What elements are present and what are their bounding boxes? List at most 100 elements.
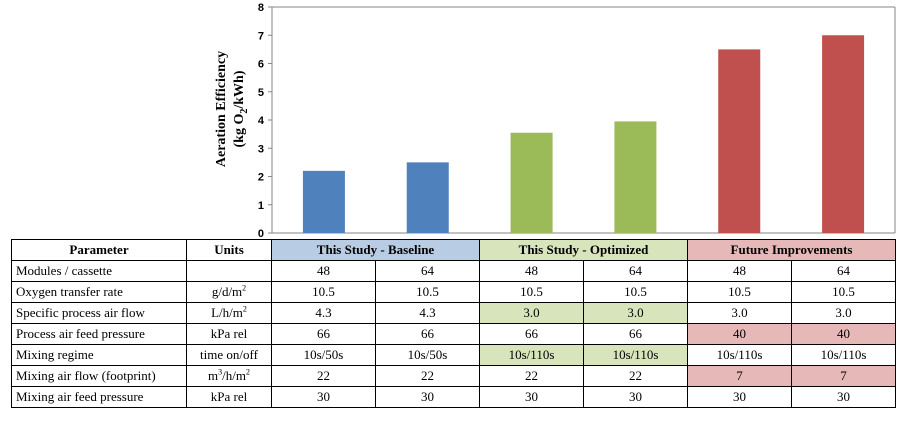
parameter-table: Parameter Units This Study - Baseline Th… (11, 239, 896, 408)
row-parameter: Mixing air flow (footprint) (11, 365, 187, 387)
row-value: 66 (583, 323, 688, 345)
row-parameter: Process air feed pressure (11, 323, 187, 345)
row-unit: m3/h/m2 (186, 365, 272, 387)
row-value: 4.3 (375, 302, 480, 324)
table-row: Modules / cassette 48 64 48 64 48 64 (11, 260, 896, 282)
table-header-row: Parameter Units This Study - Baseline Th… (11, 239, 896, 261)
row-value: 30 (375, 386, 480, 408)
svg-text:Aeration Efficiency: Aeration Efficiency (214, 51, 229, 167)
y-axis-label-sub: 2 (239, 109, 250, 114)
row-value: 40 (791, 323, 896, 345)
y-axis-label-pre: (kg O (232, 114, 247, 148)
unit-unit: time on/off (200, 347, 258, 362)
row-value: 22 (271, 365, 376, 387)
row-parameter: Oxygen transfer rate (11, 281, 187, 303)
row-value: 7 (791, 365, 896, 387)
unit-unit: kPa rel (210, 389, 248, 404)
row-value: 30 (583, 386, 688, 408)
row-value: 10s/50s (375, 344, 480, 366)
row-value: 10.5 (583, 281, 688, 303)
row-value: 3.0 (583, 302, 688, 324)
unit-unit-sup: 3 (218, 367, 223, 377)
unit-unit: L/h/m (211, 305, 243, 320)
row-value: 30 (479, 386, 584, 408)
row-unit (186, 260, 272, 282)
row-value: 10s/110s (583, 344, 688, 366)
table-row: Mixing air flow (footprint) m3/h/m2 22 22 22… (11, 365, 896, 387)
header-optimized: This Study - Optimized (479, 239, 688, 261)
aeration-efficiency-chart: Aeration Efficiency (kg O2/kWh) 01234567… (214, 2, 896, 240)
header-baseline: This Study - Baseline (271, 239, 480, 261)
row-value: 30 (791, 386, 896, 408)
row-value: 64 (375, 260, 480, 282)
y-tick-label: 0 (258, 228, 264, 240)
bars (302, 35, 865, 233)
svg-text:(kg O2/kWh): (kg O2/kWh) (232, 70, 250, 147)
table-row: Mixing air feed pressure kPa rel 30 30 30 30 3… (11, 386, 896, 408)
table-row: Mixing regime time on/off 10s/50s 10s/50s 10… (11, 344, 896, 366)
y-axis-label: Aeration Efficiency (kg O2/kWh) (214, 51, 250, 167)
row-unit: kPa rel (186, 323, 272, 345)
y-tick-label: 3 (258, 143, 264, 155)
row-value: 10s/110s (791, 344, 896, 366)
unit-unit-sup: 2 (242, 283, 247, 293)
y-tick-label: 4 (258, 115, 265, 127)
row-value: 3.0 (791, 302, 896, 324)
unit-unit: m (208, 368, 219, 383)
row-value: 10s/110s (687, 344, 792, 366)
row-value: 48 (479, 260, 584, 282)
row-value: 10.5 (479, 281, 584, 303)
row-value: 7 (687, 365, 792, 387)
y-axis-label-post: /kWh) (232, 70, 247, 109)
row-value: 22 (479, 365, 584, 387)
row-value: 10.5 (271, 281, 376, 303)
y-axis-label-line1: Aeration Efficiency (214, 51, 229, 167)
row-parameter: Mixing air feed pressure (11, 386, 187, 408)
header-units: Units (186, 239, 272, 261)
row-value: 40 (687, 323, 792, 345)
bar (822, 35, 865, 233)
row-value: 22 (583, 365, 688, 387)
table-row: Specific process air flow L/h/m2 4.3 4.3 3.0… (11, 302, 896, 324)
row-value: 64 (583, 260, 688, 282)
row-value: 64 (791, 260, 896, 282)
row-value: 48 (271, 260, 376, 282)
header-future: Future Improvements (687, 239, 896, 261)
unit-unit: kPa rel (210, 326, 248, 341)
row-parameter: Modules / cassette (11, 260, 187, 282)
bar (406, 162, 449, 233)
row-value: 66 (479, 323, 584, 345)
row-value: 10s/110s (479, 344, 584, 366)
y-tick-label: 5 (258, 87, 264, 99)
bar (302, 170, 345, 233)
row-value: 66 (271, 323, 376, 345)
row-value: 3.0 (479, 302, 584, 324)
unit-unit: g/d/m (211, 284, 243, 299)
unit-unit-sup2: 2 (245, 367, 250, 377)
bar (510, 132, 553, 233)
row-unit: kPa rel (186, 386, 272, 408)
unit-unit-sup: 2 (242, 304, 247, 314)
row-value: 10.5 (375, 281, 480, 303)
bar (718, 49, 761, 233)
row-unit: g/d/m2 (186, 281, 272, 303)
row-value: 22 (375, 365, 480, 387)
y-tick-label: 2 (258, 172, 264, 184)
row-value: 3.0 (687, 302, 792, 324)
bar (614, 121, 657, 233)
y-tick-label: 8 (258, 2, 264, 14)
row-value: 48 (687, 260, 792, 282)
header-parameter: Parameter (11, 239, 187, 261)
y-tick-label: 6 (258, 59, 264, 71)
row-value: 10s/50s (271, 344, 376, 366)
y-ticks: 0 1 2 3 4 5 6 7 8 (258, 2, 272, 240)
row-value: 4.3 (271, 302, 376, 324)
row-value: 30 (687, 386, 792, 408)
y-tick-label: 7 (258, 30, 264, 42)
y-tick-label: 1 (258, 200, 264, 212)
row-parameter: Mixing regime (11, 344, 187, 366)
unit-unit-post: /h/m (222, 368, 246, 383)
table-row: Oxygen transfer rate g/d/m2 10.5 10.5 10.5 10… (11, 281, 896, 303)
row-unit: time on/off (186, 344, 272, 366)
row-value: 10.5 (791, 281, 896, 303)
